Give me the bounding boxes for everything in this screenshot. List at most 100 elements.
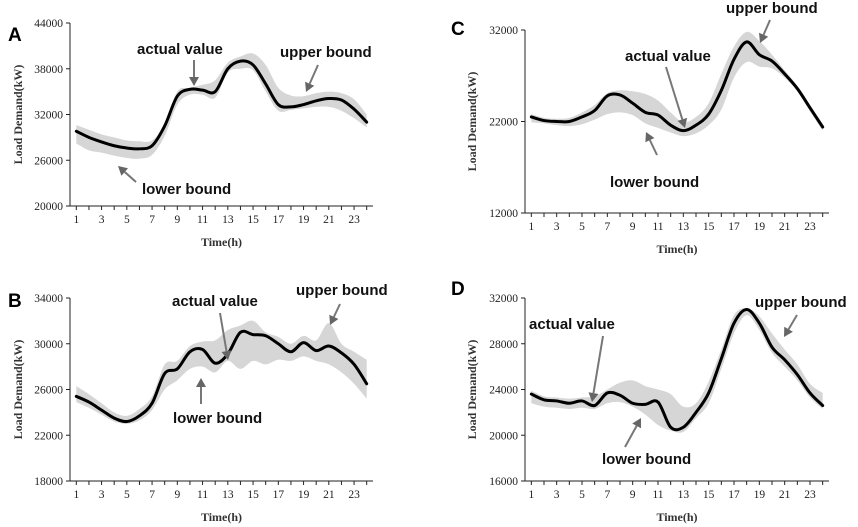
x-tick-label: 13 [678, 221, 690, 233]
panel-label: C [451, 19, 465, 40]
x-tick-label: 17 [273, 214, 285, 226]
actual-value-line [529, 307, 825, 432]
y-axis-title: Load Demand(kW) [465, 72, 479, 172]
y-tick-label: 16000 [489, 476, 518, 488]
x-tick-label: 9 [630, 489, 636, 501]
x-tick-label: 17 [273, 489, 285, 501]
annotation-arrowhead-actual-value [189, 77, 199, 86]
annotation-lower-bound: lower bound [173, 410, 262, 427]
annotation-arrowhead-lower-bound [645, 132, 655, 143]
annotation-arrow-lower-bound [624, 425, 638, 448]
x-tick-label: 1 [73, 489, 79, 501]
annotation-actual-value: actual value [137, 41, 223, 58]
x-tick-label: 3 [554, 221, 560, 233]
annotation-arrowhead-actual-value [677, 117, 688, 128]
x-tick-label: 23 [348, 214, 360, 226]
annotation-upper-bound: upper bound [280, 44, 372, 61]
x-tick-label: 21 [323, 214, 335, 226]
x-axis-title: Time(h) [656, 510, 697, 524]
y-tick-label: 12000 [489, 208, 518, 220]
x-tick-label: 13 [678, 489, 690, 501]
x-tick-label: 15 [703, 489, 715, 501]
y-tick-label: 30000 [34, 339, 63, 351]
x-tick-label: 23 [804, 489, 816, 501]
actual-value-line [74, 329, 369, 424]
annotation-arrow-upper-bound [762, 19, 771, 36]
annotation-arrowhead-lower-bound [632, 418, 642, 429]
uncertainty-band [76, 320, 367, 424]
y-tick-label: 32000 [489, 293, 518, 305]
annotation-arrow-upper-bound [332, 303, 341, 318]
x-tick-label: 17 [728, 221, 740, 233]
annotation-arrowhead-upper-bound [305, 81, 315, 92]
y-tick-label: 38000 [34, 64, 63, 76]
panel-label: D [451, 279, 465, 300]
x-tick-label: 1 [73, 214, 79, 226]
x-tick-label: 9 [174, 214, 180, 226]
y-tick-label: 26000 [34, 155, 63, 167]
y-tick-label: 32000 [489, 25, 518, 37]
y-tick-label: 32000 [34, 110, 63, 122]
annotation-arrowhead-lower-bound [118, 166, 129, 176]
annotation-arrowhead-actual-value [588, 392, 599, 402]
x-tick-label: 15 [247, 214, 259, 226]
annotation-actual-value: actual value [625, 48, 711, 65]
actual-value-line [529, 40, 825, 133]
uncertainty-band [531, 308, 823, 433]
annotation-arrowhead-actual-value [221, 350, 232, 360]
x-tick-label: 11 [197, 489, 208, 501]
annotation-arrow-lower-bound [648, 139, 658, 156]
annotation-actual-value: actual value [172, 293, 258, 310]
y-tick-label: 28000 [489, 339, 518, 351]
x-tick-label: 13 [222, 489, 234, 501]
y-tick-label: 22000 [489, 117, 518, 129]
panel-label: A [8, 25, 22, 46]
annotation-arrow-actual-value [665, 66, 684, 120]
x-axis-title: Time(h) [201, 235, 242, 249]
x-tick-label: 5 [124, 214, 130, 226]
x-tick-label: 11 [197, 214, 208, 226]
panel-label: B [8, 291, 22, 312]
y-axis-title: Load Demand(kW) [11, 340, 25, 440]
x-tick-label: 19 [754, 489, 766, 501]
uncertainty-band [76, 53, 367, 159]
y-tick-label: 18000 [34, 476, 63, 488]
x-tick-label: 23 [804, 221, 816, 233]
x-tick-label: 1 [528, 221, 534, 233]
annotation-arrow-upper-bound [308, 64, 319, 85]
y-tick-label: 34000 [34, 293, 63, 305]
x-tick-label: 9 [630, 221, 636, 233]
x-tick-label: 15 [703, 221, 715, 233]
x-tick-label: 3 [99, 489, 105, 501]
y-tick-label: 22000 [34, 430, 63, 442]
x-axis-title: Time(h) [201, 510, 242, 524]
annotation-arrow-lower-bound [124, 171, 137, 183]
y-axis-title: Load Demand(kW) [11, 65, 25, 165]
y-tick-label: 20000 [489, 430, 518, 442]
x-tick-label: 7 [149, 489, 155, 501]
annotation-upper-bound: upper bound [296, 282, 388, 299]
annotation-upper-bound: upper bound [755, 294, 847, 311]
x-tick-label: 19 [298, 489, 310, 501]
x-tick-label: 5 [124, 489, 130, 501]
annotation-lower-bound: lower bound [610, 174, 699, 191]
x-tick-label: 13 [222, 214, 234, 226]
x-tick-label: 1 [528, 489, 534, 501]
annotation-arrow-upper-bound [787, 314, 798, 330]
annotation-arrowhead-lower-bound [196, 378, 206, 387]
annotation-actual-value: actual value [529, 316, 615, 333]
x-tick-label: 9 [174, 489, 180, 501]
y-tick-label: 24000 [489, 385, 518, 397]
x-tick-label: 19 [298, 214, 310, 226]
x-axis-title: Time(h) [656, 242, 697, 256]
x-tick-label: 21 [779, 489, 791, 501]
x-tick-label: 5 [579, 221, 585, 233]
x-tick-label: 11 [652, 221, 663, 233]
x-tick-label: 7 [604, 489, 610, 501]
annotation-upper-bound: upper bound [726, 0, 818, 17]
